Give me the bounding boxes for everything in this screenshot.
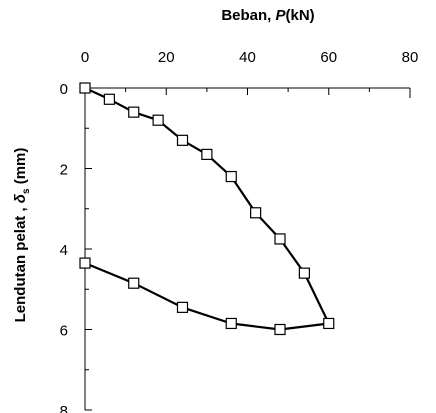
data-point-marker xyxy=(128,277,140,289)
x-tick-label: 40 xyxy=(239,49,256,66)
data-point-marker xyxy=(79,257,91,269)
x-axis-title: Beban, P(kN) xyxy=(221,7,314,24)
series-line xyxy=(84,87,330,331)
x-tick-label: 60 xyxy=(320,49,337,66)
y-tick-label: 4 xyxy=(60,242,68,259)
x-axis-title-text: Beban, xyxy=(221,7,271,24)
data-point-marker xyxy=(152,114,164,126)
plot-frame xyxy=(84,87,411,410)
data-point-marker xyxy=(274,323,286,336)
data-point-marker xyxy=(298,267,310,279)
y-axis-title-symbol: δ xyxy=(12,193,29,203)
y-tick-label: 2 xyxy=(60,162,68,179)
x-tick-label: 20 xyxy=(158,49,175,66)
x-tick-label: 80 xyxy=(402,49,419,66)
data-point-marker xyxy=(176,134,189,146)
data-point-marker xyxy=(176,301,189,313)
y-axis-title-unit: (mm) xyxy=(12,148,29,189)
y-tick-label: 6 xyxy=(60,323,68,340)
y-axis-title-subscript: s xyxy=(21,188,32,194)
data-point-marker xyxy=(79,82,91,94)
data-point-marker xyxy=(103,93,115,105)
x-axis-tick-labels: 0 20 40 60 80 xyxy=(81,49,419,66)
y-axis-tick-labels: 0 2 4 6 8 xyxy=(60,81,68,413)
y-tick-label: 0 xyxy=(60,81,68,98)
x-axis-title-symbol: P xyxy=(276,7,287,24)
y-axis-title: Lendutan pelat , δs (mm) xyxy=(12,148,32,323)
data-point-marker xyxy=(225,170,237,183)
data-point-marker xyxy=(250,207,262,219)
data-point-marker xyxy=(323,317,335,330)
y-axis-ticks xyxy=(85,87,92,411)
series-layer xyxy=(79,82,335,336)
data-point-marker xyxy=(128,106,140,118)
data-point-marker xyxy=(274,233,286,245)
x-tick-label: 0 xyxy=(81,49,89,66)
y-axis-title-text: Lendutan pelat , xyxy=(12,207,29,322)
x-axis-title-unit: (kN) xyxy=(286,7,315,24)
data-point-marker xyxy=(201,148,213,161)
y-tick-label: 8 xyxy=(60,403,68,413)
data-point-marker xyxy=(225,317,237,330)
x-axis-ticks xyxy=(84,88,411,95)
